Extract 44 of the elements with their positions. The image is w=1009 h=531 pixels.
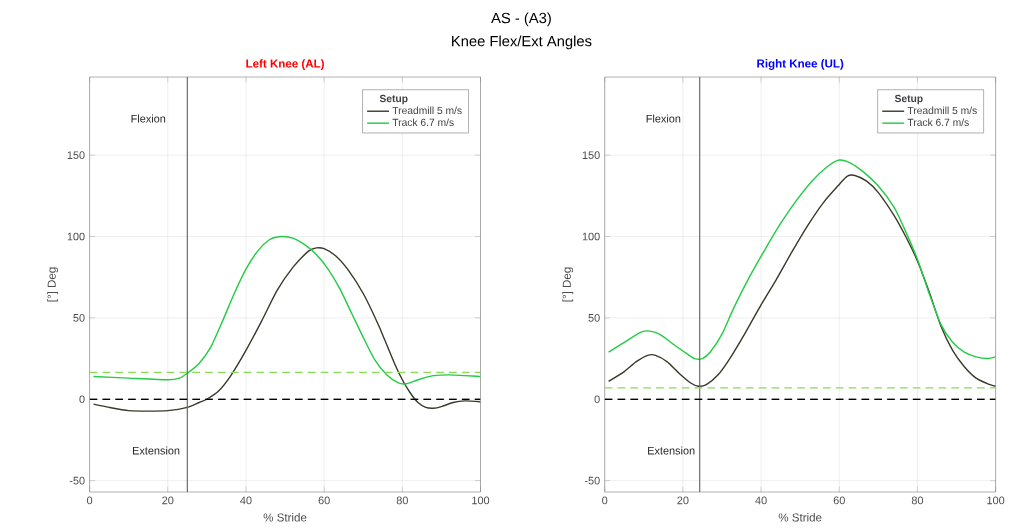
line-series — [607, 159, 996, 360]
text: AS - (A3) — [491, 12, 551, 27]
y-axis-title: [°] Deg — [562, 267, 574, 302]
x-tick-label: 40 — [240, 496, 252, 505]
y-tick-label: 100 — [582, 232, 600, 241]
y-tick-label: 50 — [73, 314, 85, 322]
x-tick-label: 80 — [396, 496, 408, 505]
legend-title: Setup — [379, 95, 408, 105]
legend-label: Track 6.7 m/s — [392, 118, 454, 127]
x-tick-label: 80 — [911, 496, 924, 505]
annotation: Extension — [132, 446, 180, 455]
x-axis-title: % Stride — [778, 513, 822, 522]
annotation: Flexion — [131, 114, 166, 123]
x-tick-label: 60 — [318, 496, 330, 505]
chart-title: Left Knee (AL) — [246, 59, 324, 71]
y-tick-label: 100 — [67, 232, 85, 241]
y-tick-label: 150 — [67, 151, 85, 160]
x-tick-label: 60 — [833, 496, 845, 505]
legend-title: Setup — [894, 95, 923, 105]
x-tick-label: 0 — [86, 496, 93, 505]
y-tick-label: 0 — [79, 395, 85, 404]
y-tick-label: -50 — [584, 476, 600, 485]
x-axis-title: % Stride — [263, 513, 307, 522]
legend-label: Track 6.7 m/s — [907, 118, 969, 127]
x-tick-label: 0 — [602, 496, 608, 505]
line-series — [92, 236, 481, 385]
line-series — [607, 174, 996, 388]
x-tick-label: 100 — [987, 496, 1005, 505]
y-tick-label: -50 — [69, 476, 85, 485]
annotation: Extension — [648, 446, 695, 455]
y-tick-label: 150 — [582, 151, 600, 160]
legend-label: Treadmill 5 m/s — [907, 106, 977, 115]
legend-label: Treadmill 5 m/s — [392, 106, 462, 115]
line-series — [92, 247, 481, 413]
x-tick-label: 40 — [755, 496, 767, 505]
text: Knee Flex/Ext Angles — [452, 35, 592, 50]
annotation: Flexion — [646, 114, 681, 123]
x-tick-label: 20 — [162, 496, 174, 505]
y-tick-label: 0 — [594, 395, 600, 404]
y-tick-label: 50 — [588, 314, 600, 322]
chart-title: Right Knee (UL) — [757, 59, 844, 71]
x-tick-label: 20 — [677, 496, 689, 505]
y-axis-title: [°] Deg — [47, 267, 59, 302]
x-tick-label: 100 — [472, 496, 490, 505]
